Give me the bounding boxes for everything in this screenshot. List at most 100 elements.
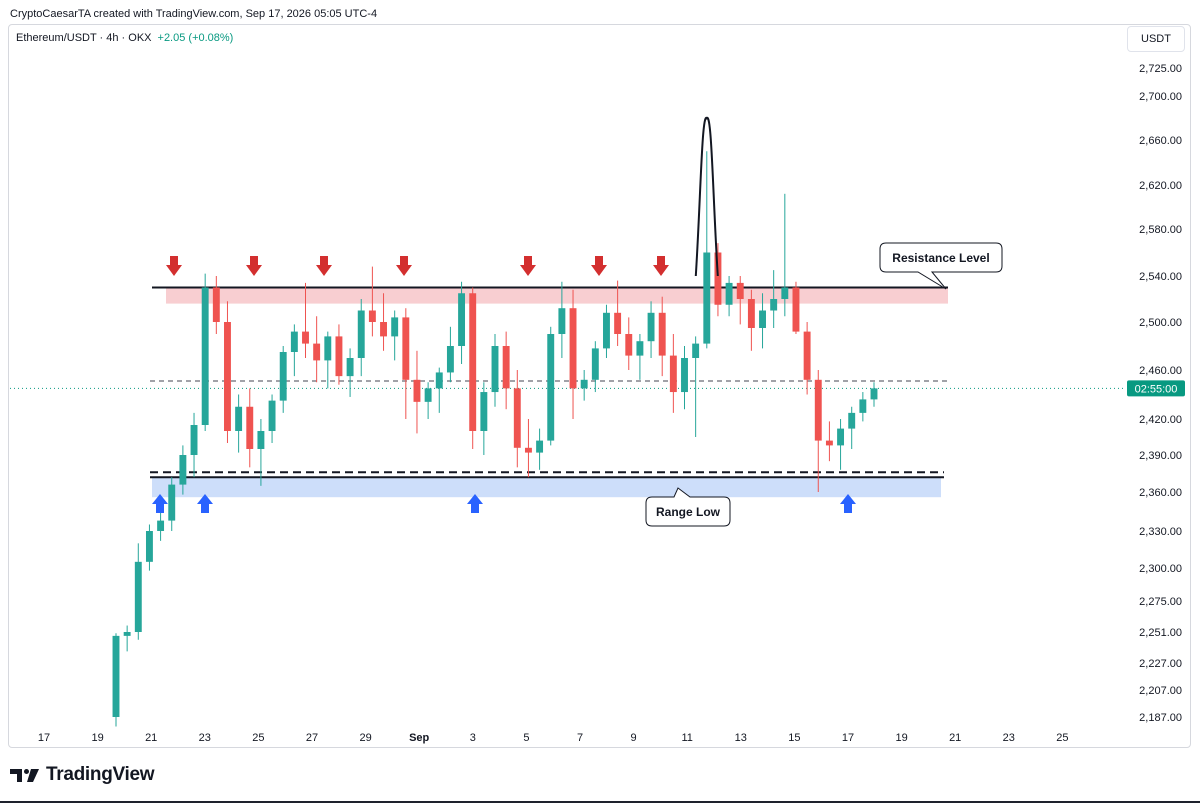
candle-body [179,455,187,485]
x-tick-label: 9 [631,732,637,744]
price-countdown-tag [1127,380,1185,397]
symbol-info: Ethereum/USDT · 4h · OKX [16,32,152,44]
candle-body [647,312,655,342]
candle-body [747,299,755,328]
candle-body [781,287,789,299]
candle-body [335,336,343,377]
x-tick-label: 3 [470,732,476,744]
candle-body [279,352,287,401]
x-tick-label: 21 [949,732,961,744]
candle-body [346,358,354,377]
x-tick-label: 23 [1003,732,1015,744]
support-touch-arrow [840,494,856,513]
candle-body [825,440,833,446]
candle-body [290,331,298,352]
y-tick-label: 2,700.00 [1139,91,1182,103]
y-tick-label: 2,390.00 [1139,450,1182,462]
candle-body [569,308,577,389]
candle-body [491,346,499,393]
x-tick-label: 5 [523,732,529,744]
candle-body [458,293,466,346]
candle-body [391,317,399,337]
candle-body [636,341,644,356]
y-tick-label: 2,725.00 [1139,63,1182,75]
candle-body [770,299,778,311]
candle-body [134,561,142,632]
candle-body [190,425,198,455]
range-low-callout-box [645,487,731,527]
y-tick-label: 2,500.00 [1139,317,1182,329]
candle-body [736,282,744,299]
spike-outline [694,116,719,277]
resistance-touch-arrow [396,256,412,276]
candle-body [313,343,321,361]
candle-body [123,632,131,636]
x-tick-label: 11 [681,732,692,744]
chart-credit: CryptoCaesarTA created with TradingView.… [10,8,378,20]
candle-body [814,379,822,441]
x-tick-label: 23 [199,732,211,744]
x-tick-label: 15 [788,732,800,744]
candle-body [502,346,510,389]
candle-body [692,343,700,358]
candle-body [268,400,276,431]
tradingview-logo[interactable]: TradingView [10,764,155,786]
candle-body [792,287,800,332]
x-tick-label: 19 [895,732,907,744]
x-tick-label: 17 [842,732,854,744]
y-tick-label: 2,620.00 [1139,180,1182,192]
candle-body [536,440,544,453]
candle-body [625,334,633,356]
candle-body [703,252,711,344]
candle-body [837,428,845,446]
y-tick-label: 2,460.00 [1139,365,1182,377]
y-tick-label: 2,330.00 [1139,526,1182,538]
candle-body [224,322,231,431]
x-tick-label: 19 [91,732,103,744]
candle-body [658,312,666,356]
price-change: +2.05 (+0.08%) [157,32,234,44]
candle-body [324,336,332,361]
candle-body [424,388,432,402]
resistance-touch-arrow [246,256,262,276]
resistance-callout-box [879,242,1003,290]
currency-button[interactable]: USDT [1127,26,1185,52]
y-tick-label: 2,580.00 [1139,224,1182,236]
candle-body [257,431,265,449]
y-tick-label: 2,187.00 [1139,712,1182,724]
candle-body [435,372,443,389]
y-tick-label: 2,251.00 [1139,627,1182,639]
y-tick-label: 2,300.00 [1139,563,1182,575]
resistance-touch-arrow [520,256,536,276]
brand-name: TradingView [46,764,155,785]
candle-body [145,531,153,562]
candle-body [524,447,532,453]
candle-body [859,399,867,413]
candle-body [235,406,243,431]
resistance-touch-arrow [166,256,182,276]
x-tick-label: 21 [145,732,157,744]
candle-body [848,412,856,429]
candle-body [469,293,477,431]
y-tick-label: 2,227.00 [1139,658,1182,670]
support-touch-arrow [152,494,168,513]
y-tick-label: 2,660.00 [1139,135,1182,147]
candle-body [201,287,209,425]
chart-frame [8,24,1191,748]
candle-body [246,406,254,449]
candle-body [614,312,622,334]
price-countdown-text: 02:55:00 [1135,383,1178,395]
candle-body [591,348,599,380]
x-tick-label: 29 [359,732,371,744]
y-tick-label: 2,207.00 [1139,685,1182,697]
candle-body [547,334,555,441]
candle-body [112,635,120,717]
x-tick-label: 13 [735,732,747,744]
y-tick-label: 2,420.00 [1139,414,1182,426]
resistance-zone [166,287,948,304]
candle-body [368,310,376,322]
range-low-zone [152,477,941,498]
y-tick-label: 2,360.00 [1139,487,1182,499]
candle-body [759,310,766,328]
